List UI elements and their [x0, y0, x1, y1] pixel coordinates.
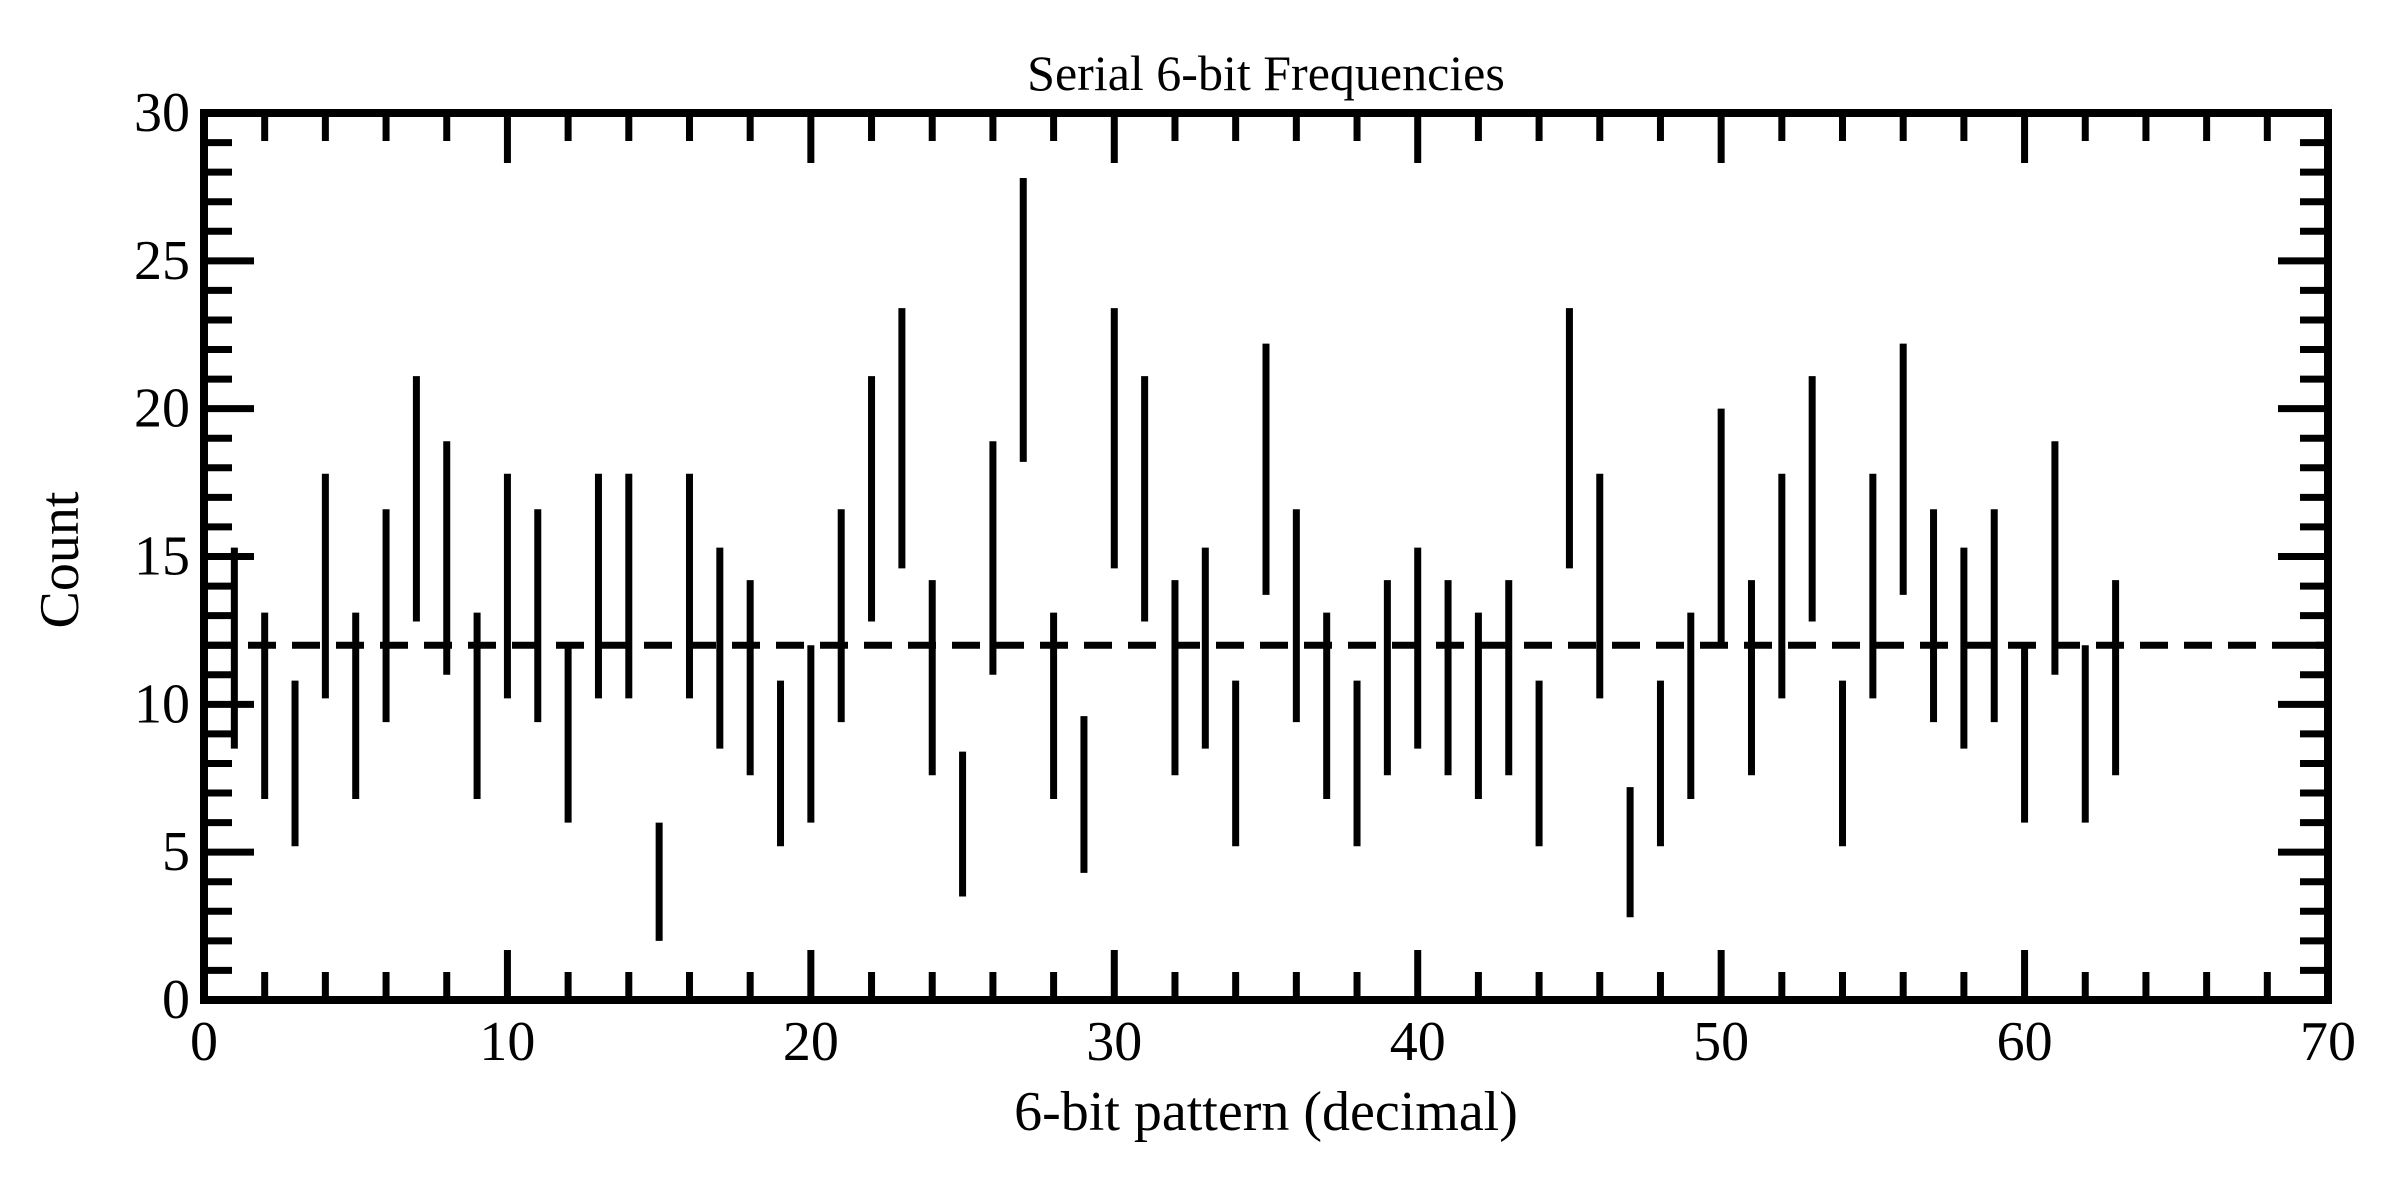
- x-axis-label: 6-bit pattern (decimal): [1014, 1081, 1518, 1143]
- y-tick-label: 15: [134, 526, 190, 588]
- y-tick-label: 0: [162, 969, 190, 1031]
- y-axis-label: Count: [29, 491, 91, 628]
- y-tick-label: 30: [134, 82, 190, 144]
- y-tick-label: 20: [134, 378, 190, 440]
- tick-labels: 0 10 20 30 40 50 60 70 0 5 10 15 20 25 30: [134, 82, 2356, 1073]
- chart-title: Serial 6-bit Frequencies: [1027, 45, 1505, 101]
- error-bars: [200, 178, 2120, 941]
- x-tick-label: 30: [1086, 1011, 1142, 1073]
- y-tick-label: 10: [134, 673, 190, 735]
- x-tick-label: 50: [1693, 1011, 1749, 1073]
- x-tick-label: 70: [2300, 1011, 2356, 1073]
- x-tick-label: 20: [783, 1011, 839, 1073]
- x-tick-label: 60: [1997, 1011, 2053, 1073]
- x-tick-label: 40: [1390, 1011, 1446, 1073]
- y-tick-label: 5: [162, 821, 190, 883]
- plot-frame: [200, 109, 2332, 1004]
- x-tick-label: 0: [190, 1011, 218, 1073]
- x-tick-label: 10: [479, 1011, 535, 1073]
- y-tick-label: 25: [134, 230, 190, 292]
- axis-ticks: [200, 109, 2332, 1004]
